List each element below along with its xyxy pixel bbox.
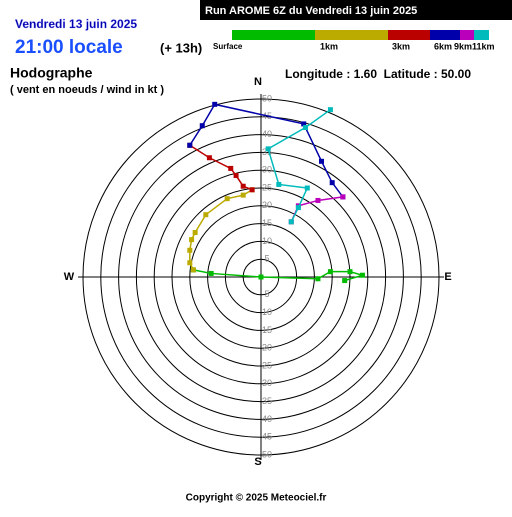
ring-label: 15 [262,325,272,335]
chart-subtitle: ( vent en noeuds / wind in kt ) [10,84,164,96]
offset: (+ 13h) [160,40,202,55]
legend-label: 9km [454,41,472,51]
hodograph-point [342,278,348,284]
hodograph-point [190,267,196,273]
legend-swatch [315,30,388,40]
hodograph-point [240,192,246,198]
hodograph-point [319,158,325,164]
hodograph-point [187,142,193,148]
hodograph-point [304,185,310,191]
hodograph-point [208,270,214,276]
ring-label: 10 [262,307,272,317]
hodograph-point [212,101,218,107]
hodograph-point [228,165,234,171]
legend-swatch [388,30,430,40]
hodograph-point [258,274,264,280]
direction-label: N [254,76,262,88]
ring-label: 5 [264,289,269,299]
ring-label: 40 [262,129,272,139]
legend-swatch [430,30,460,40]
legend-swatch [474,30,489,40]
legend-swatch [460,30,474,40]
ring-label: 20 [262,200,272,210]
date: Vendredi 13 juin 2025 [15,17,137,31]
direction-label: W [64,271,75,283]
ring-label: 50 [262,449,272,459]
legend-label: 11km [472,41,495,51]
ring-label: 45 [262,432,272,442]
ring-label: 30 [262,378,272,388]
ring-label: 20 [262,343,272,353]
legend-label: Surface [213,42,243,51]
hodograph-point [192,230,198,235]
run-bar [200,0,512,20]
legend-swatch [232,30,315,40]
ring-label: 35 [262,147,272,157]
time: 21:00 locale [15,37,123,58]
chart-title: Hodographe [10,65,93,81]
ring-label: 30 [262,165,272,175]
legend-label: 3km [392,41,410,51]
hodograph-point [199,123,205,129]
ring-label: 25 [262,182,272,192]
run-text: Run AROME 6Z du Vendredi 13 juin 2025 [205,5,417,17]
hodograph-point [327,107,333,113]
ring-label: 15 [262,218,272,228]
hodograph-point [265,146,271,152]
location: Longitude : 1.60 Latitude : 50.00 [285,67,471,81]
hodograph-point [249,187,255,193]
hodograph-point [233,173,239,179]
hodograph-point [315,197,321,203]
ring-label: 40 [262,414,272,424]
ring-label: 25 [262,360,272,370]
hodograph-point [240,183,246,189]
hodograph-point [203,212,209,218]
hodograph-point [189,237,195,243]
hodograph-point [329,180,335,186]
ring-label: 35 [262,396,272,406]
hodograph-point [187,247,193,253]
copyright: Copyright © 2025 Meteociel.fr [186,493,327,504]
hodograph-point [315,276,321,282]
hodograph-point [187,260,193,266]
hodograph-point [347,269,353,275]
hodograph-point [327,269,333,275]
direction-label: S [254,456,261,468]
hodograph-point [288,219,294,225]
ring-label: 5 [264,254,269,264]
hodograph-point [359,272,365,278]
hodograph-point [301,121,307,127]
legend-label: 1km [320,41,338,51]
hodograph-point [224,196,230,202]
legend-label: 6km [434,41,452,51]
hodograph-point [295,205,301,211]
plot: Surface 1km 3km 6km 9km 11km 5 5 10 10 15 15 20 20 25 2… [64,30,495,468]
hodograph-point [276,181,282,187]
hodograph-point [340,194,346,200]
direction-label: E [444,271,451,283]
ring-label: 50 [262,93,272,103]
hodograph-point [303,124,308,130]
hodograph-point [206,155,212,161]
ring-label: 10 [262,236,272,246]
